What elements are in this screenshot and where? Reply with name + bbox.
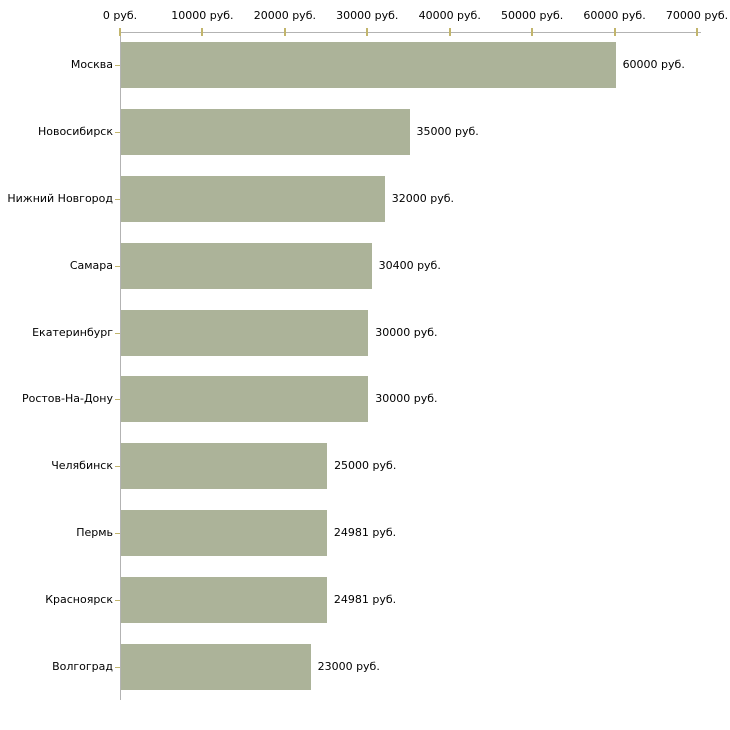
category-label: Нижний Новгород xyxy=(7,192,113,205)
x-axis-tick-mark xyxy=(366,28,369,36)
x-axis-tick-label: 60000 руб. xyxy=(583,9,646,22)
value-label: 24981 руб. xyxy=(333,592,397,606)
category-tick-mark xyxy=(115,533,120,534)
x-axis-tick-mark xyxy=(283,28,286,36)
category-tick-mark xyxy=(115,599,120,601)
x-axis-tick-label: 40000 руб. xyxy=(418,9,481,22)
bar xyxy=(121,510,327,556)
category-label: Новосибирск xyxy=(37,125,113,139)
category-tick-mark xyxy=(115,132,120,134)
x-axis-line xyxy=(120,32,701,33)
category-label: Екатеринбург xyxy=(32,325,113,339)
category-label: Волгоград xyxy=(52,659,113,673)
x-axis-tick-label: 50000 руб. xyxy=(501,9,564,22)
category-tick-mark xyxy=(115,399,120,401)
value-label: 30400 руб. xyxy=(378,258,441,272)
value-label: 30000 руб. xyxy=(375,325,438,339)
category-tick-mark xyxy=(115,666,120,668)
x-axis-tick-mark xyxy=(696,28,698,36)
category-label: Самара xyxy=(69,258,113,272)
bar xyxy=(121,643,311,690)
bar xyxy=(121,42,616,89)
category-label: Челябинск xyxy=(51,459,113,473)
bar xyxy=(121,309,369,356)
value-label: 60000 руб. xyxy=(622,58,685,72)
category-tick-mark xyxy=(115,265,120,267)
category-tick-mark xyxy=(115,466,120,468)
x-axis-tick-mark xyxy=(613,28,616,36)
bar xyxy=(121,242,372,289)
value-label: 30000 руб. xyxy=(375,392,438,406)
bar xyxy=(121,176,385,222)
x-axis-tick-label: 20000 руб. xyxy=(253,9,316,22)
bar xyxy=(121,576,327,623)
bar xyxy=(121,376,369,423)
x-axis-tick-mark xyxy=(201,28,204,36)
value-label: 32000 руб. xyxy=(391,192,455,205)
x-axis-tick-label: 10000 руб. xyxy=(171,9,234,22)
category-tick-mark xyxy=(115,65,120,67)
bar xyxy=(121,109,410,156)
value-label: 25000 руб. xyxy=(334,459,397,473)
category-label: Ростов-На-Дону xyxy=(21,392,113,406)
category-label: Красноярск xyxy=(45,592,113,606)
x-axis-tick-mark xyxy=(119,28,121,36)
y-axis-line xyxy=(120,32,121,700)
x-axis-tick-label: 0 руб. xyxy=(102,9,138,22)
category-label: Пермь xyxy=(76,526,113,539)
value-label: 35000 руб. xyxy=(416,125,479,139)
category-tick-mark xyxy=(115,332,120,334)
x-axis-tick-mark xyxy=(531,28,534,36)
x-axis-tick-label: 30000 руб. xyxy=(336,9,399,22)
value-label: 24981 руб. xyxy=(333,526,397,539)
bar xyxy=(121,443,328,490)
value-label: 23000 руб. xyxy=(317,659,380,673)
x-axis-tick-label: 70000 руб. xyxy=(665,9,729,22)
category-tick-mark xyxy=(115,199,120,200)
category-label: Москва xyxy=(70,58,113,72)
x-axis-tick-mark xyxy=(448,28,451,36)
